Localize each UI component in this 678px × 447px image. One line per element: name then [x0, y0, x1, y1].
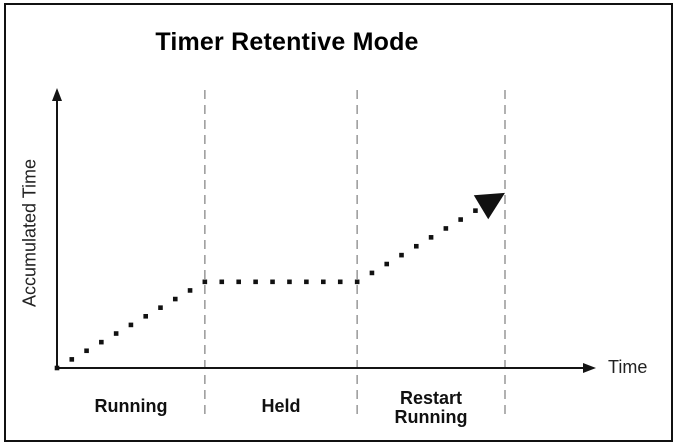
data-dot: [443, 226, 449, 231]
data-dot: [428, 235, 434, 240]
data-dot: [413, 243, 419, 249]
data-dot: [473, 208, 478, 213]
data-dot: [321, 279, 326, 285]
data-dot: [236, 279, 241, 285]
phase-label-held: Held: [261, 396, 301, 416]
data-dot: [219, 279, 225, 285]
data-dot: [202, 279, 208, 285]
data-dot: [399, 252, 404, 258]
data-dot: [369, 270, 375, 276]
phase-label-running: Running: [94, 396, 168, 416]
data-dot: [287, 279, 292, 285]
data-dot: [69, 357, 75, 362]
data-dot: [128, 322, 134, 328]
data-dot: [99, 339, 104, 345]
x-axis-arrow-icon: [583, 363, 596, 373]
data-dot: [337, 279, 343, 285]
data-dot: [384, 261, 390, 267]
data-dot: [458, 217, 463, 222]
x-axis-label: Time: [608, 357, 648, 377]
data-dot: [187, 288, 193, 293]
data-dot: [113, 331, 119, 336]
y-axis-arrow-icon: [52, 88, 62, 101]
data-dot: [54, 365, 60, 371]
trend-arrowhead-icon: [473, 192, 505, 220]
data-dot: [143, 313, 149, 319]
data-dot: [270, 279, 275, 285]
data-dot: [253, 279, 258, 285]
phase-label-restart-running: Restart Running: [394, 388, 468, 427]
data-dot: [354, 279, 360, 285]
data-dot: [84, 348, 89, 354]
data-dot: [158, 305, 163, 310]
figure-title: Timer Retentive Mode: [155, 28, 419, 56]
data-dot: [172, 296, 178, 302]
data-dot: [304, 279, 309, 285]
